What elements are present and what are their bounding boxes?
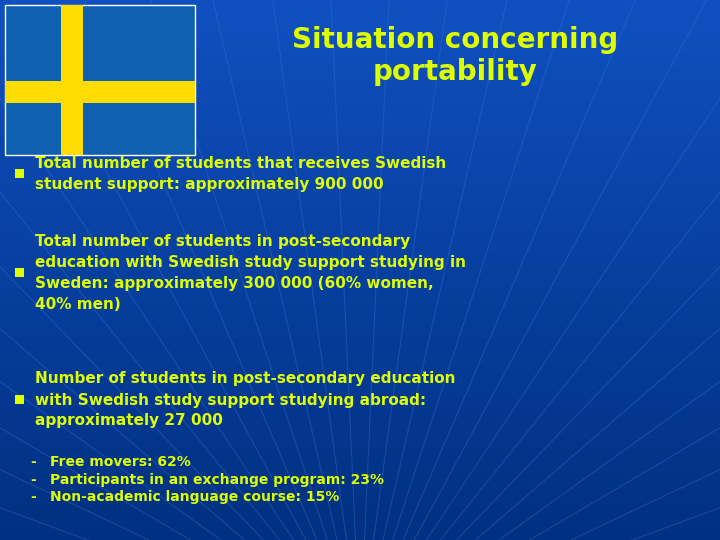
Bar (5, 81, 195, 103)
Bar (15, 268, 24, 277)
Text: Participants in an exchange program: 23%: Participants in an exchange program: 23% (50, 473, 384, 487)
Text: Situation concerning: Situation concerning (292, 26, 618, 54)
Bar (60, 5, 83, 155)
Text: Free movers: 62%: Free movers: 62% (50, 455, 191, 469)
Text: -: - (30, 455, 36, 469)
Text: Total number of students in post-secondary
education with Swedish study support : Total number of students in post-seconda… (35, 234, 466, 312)
Text: Number of students in post-secondary education
with Swedish study support studyi: Number of students in post-secondary edu… (35, 372, 456, 429)
Text: -: - (30, 473, 36, 487)
Bar (15, 169, 24, 178)
Text: Total number of students that receives Swedish
student support: approximately 90: Total number of students that receives S… (35, 156, 446, 192)
Text: portability: portability (372, 58, 537, 86)
Text: Non-academic language course: 15%: Non-academic language course: 15% (50, 490, 339, 504)
Text: -: - (30, 490, 36, 504)
Bar (5, 5, 195, 155)
Bar (15, 395, 24, 404)
